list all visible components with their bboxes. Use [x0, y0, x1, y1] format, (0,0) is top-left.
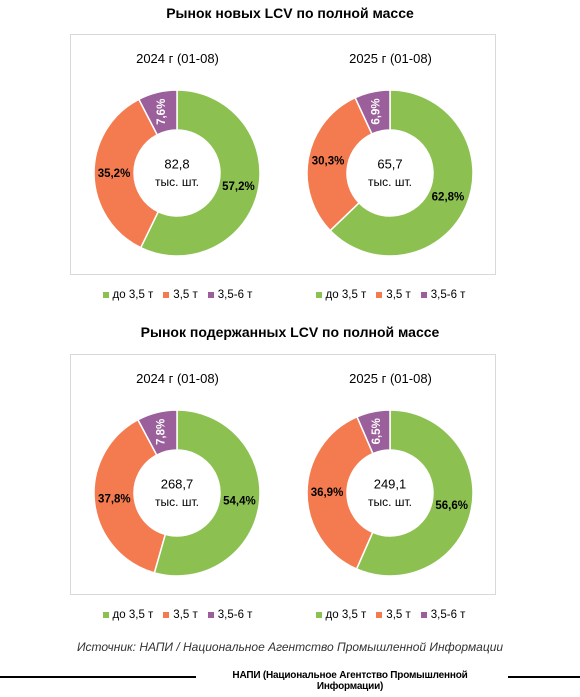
legend-label: до 3,5 т	[112, 289, 154, 301]
section-title-new: Рынок новых LCV по полной массе	[166, 5, 414, 21]
legend-swatch	[315, 612, 322, 618]
legend-item: до 3,5 т	[102, 287, 154, 303]
footer-line-right	[508, 676, 580, 678]
slice-0	[355, 409, 474, 577]
legend-swatch	[207, 612, 214, 618]
center-value: 249,1	[374, 477, 407, 492]
slice-label-0: 57,2%	[222, 181, 255, 193]
legend-item: до 3,5 т	[102, 607, 154, 623]
slice-label-2: 6,5%	[371, 418, 383, 444]
legend-label: до 3,5 т	[112, 609, 154, 621]
legend-item: до 3,5 т	[315, 607, 367, 623]
legend-item: до 3,5 т	[315, 287, 367, 303]
section-title-used: Рынок подержанных LCV по полной массе	[140, 324, 440, 340]
donut-chart-new-2025: 62,8% 30,3% 6,9% 65,7 тыс. шт. 2025 г (01-08…	[284, 35, 497, 301]
legend-label: 3,5 т	[173, 609, 198, 621]
donut-svg: 62,8% 30,3% 6,9% 65,7 тыс. шт.	[306, 89, 474, 257]
chart-panel-used: 54,4% 37,8% 7,8% 268,7 тыс. шт. 2024 г (01-0…	[70, 354, 497, 621]
slice-0	[153, 409, 261, 577]
source-note: Источник: НАПИ / Национальное Агентство …	[76, 640, 504, 654]
legend-item: 3,5-6 т	[420, 287, 466, 303]
slice-label-2: 7,6%	[156, 99, 168, 125]
chart-title: 2024 г (01-08)	[136, 51, 219, 66]
donut-chart-new-2024: 57,2% 35,2% 7,6% 82,8 тыс. шт. 2024 г (01-08…	[71, 35, 284, 301]
slice-label-1: 37,8%	[98, 494, 131, 506]
legend-swatch	[420, 292, 427, 298]
legend: до 3,5 т 3,5 т 3,5-6 т	[284, 607, 497, 623]
legend-label: 3,5 т	[173, 289, 198, 301]
slice-1	[306, 415, 374, 570]
chart-title: 2025 г (01-08)	[349, 371, 432, 386]
chart-title: 2025 г (01-08)	[349, 51, 432, 66]
slice-label-2: 6,9%	[370, 98, 382, 124]
slice-1	[93, 418, 167, 574]
legend-swatch	[163, 612, 170, 618]
legend-item: 3,5 т	[163, 287, 198, 303]
chart-title: 2024 г (01-08)	[136, 371, 219, 386]
legend-item: 3,5 т	[376, 287, 411, 303]
center-value: 268,7	[161, 477, 194, 492]
legend-swatch	[163, 292, 170, 298]
slice-1	[93, 98, 160, 249]
legend-label: 3,5 т	[386, 289, 411, 301]
legend-label: до 3,5 т	[325, 609, 367, 621]
slice-label-0: 56,6%	[435, 500, 468, 512]
legend-item: 3,5 т	[163, 607, 198, 623]
legend-swatch	[376, 612, 383, 618]
legend-item: 3,5-6 т	[420, 607, 466, 623]
slice-2	[356, 409, 391, 455]
footer-text: НАПИ (Национальное Агентство Промышленно…	[232, 670, 468, 692]
donut-svg: 54,4% 37,8% 7,8% 268,7 тыс. шт.	[93, 409, 261, 577]
center-unit: тыс. шт.	[368, 175, 412, 189]
center-unit: тыс. шт.	[155, 175, 199, 189]
slice-label-1: 30,3%	[312, 155, 345, 167]
legend-swatch	[315, 292, 322, 298]
legend-label: 3,5 т	[386, 609, 411, 621]
slice-label-1: 36,9%	[311, 487, 344, 499]
legend-label: до 3,5 т	[325, 289, 367, 301]
legend-item: 3,5 т	[376, 607, 411, 623]
slice-label-0: 62,8%	[432, 192, 465, 204]
legend-swatch	[376, 292, 383, 298]
slice-2	[136, 409, 178, 457]
legend-label: 3,5-6 т	[217, 609, 253, 621]
center-unit: тыс. шт.	[155, 495, 199, 509]
legend: до 3,5 т 3,5 т 3,5-6 т	[71, 287, 284, 303]
footer-line-left	[0, 676, 196, 678]
legend: до 3,5 т 3,5 т 3,5-6 т	[284, 287, 497, 303]
legend-label: 3,5-6 т	[430, 289, 466, 301]
legend-label: 3,5-6 т	[430, 609, 466, 621]
slice-0	[329, 89, 474, 257]
legend-item: 3,5-6 т	[207, 607, 253, 623]
legend-label: 3,5-6 т	[217, 289, 253, 301]
slice-label-1: 35,2%	[98, 168, 131, 180]
slice-1	[306, 96, 373, 232]
slice-label-2: 7,8%	[156, 419, 168, 445]
center-unit: тыс. шт.	[368, 495, 412, 509]
donut-svg: 57,2% 35,2% 7,6% 82,8 тыс. шт.	[93, 89, 261, 257]
donut-svg: 56,6% 36,9% 6,5% 249,1 тыс. шт.	[306, 409, 474, 577]
legend-swatch	[207, 292, 214, 298]
slice-2	[137, 89, 178, 136]
legend: до 3,5 т 3,5 т 3,5-6 т	[71, 607, 284, 623]
chart-panel-new: 57,2% 35,2% 7,6% 82,8 тыс. шт. 2024 г (01-08…	[70, 34, 497, 301]
legend-item: 3,5-6 т	[207, 287, 253, 303]
slice-label-0: 54,4%	[223, 496, 256, 508]
donut-chart-used-2024: 54,4% 37,8% 7,8% 268,7 тыс. шт. 2024 г (01-0…	[71, 355, 284, 621]
legend-swatch	[102, 292, 109, 298]
legend-swatch	[102, 612, 109, 618]
slice-0	[139, 89, 261, 257]
slice-2	[354, 89, 391, 135]
donut-chart-used-2025: 56,6% 36,9% 6,5% 249,1 тыс. шт. 2025 г (01-0…	[284, 355, 497, 621]
center-value: 82,8	[164, 157, 189, 172]
center-value: 65,7	[377, 157, 402, 172]
legend-swatch	[420, 612, 427, 618]
